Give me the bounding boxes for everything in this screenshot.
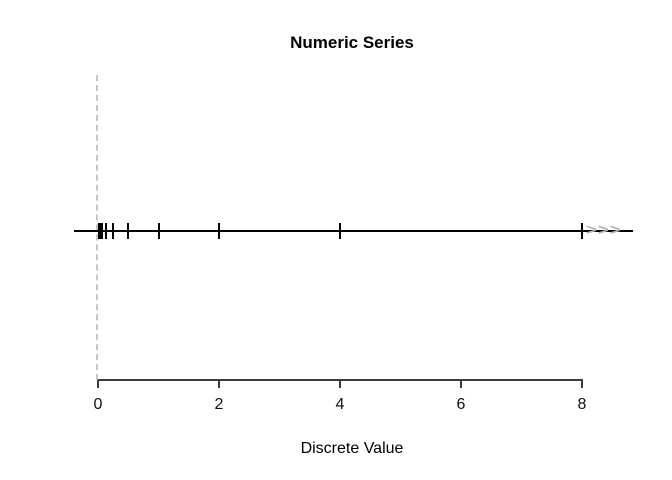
data-tick	[98, 223, 101, 239]
x-axis-tick	[339, 380, 341, 388]
number-line	[74, 230, 633, 232]
x-axis-label: Discrete Value	[300, 440, 404, 457]
data-tick	[104, 223, 107, 239]
x-axis-tick	[97, 380, 99, 388]
zero-reference-line	[96, 75, 98, 380]
x-axis-tick-label: 0	[93, 396, 103, 413]
data-tick	[218, 223, 220, 239]
data-tick	[157, 223, 160, 239]
data-tick	[112, 223, 115, 239]
data-tick	[127, 223, 130, 239]
x-axis-tick-label: 8	[577, 396, 587, 413]
data-tick	[581, 223, 583, 239]
continuation-arrows-icon: >>>	[586, 222, 622, 239]
x-axis-tick-label: 4	[335, 396, 345, 413]
x-axis-tick	[460, 380, 462, 388]
x-axis-tick-label: 2	[214, 396, 224, 413]
x-axis-tick	[581, 380, 583, 388]
x-axis-tick-label: 6	[456, 396, 466, 413]
x-axis-tick	[218, 380, 220, 388]
data-tick	[339, 223, 341, 239]
chart-title: Numeric Series	[290, 33, 414, 52]
data-tick	[100, 223, 103, 239]
